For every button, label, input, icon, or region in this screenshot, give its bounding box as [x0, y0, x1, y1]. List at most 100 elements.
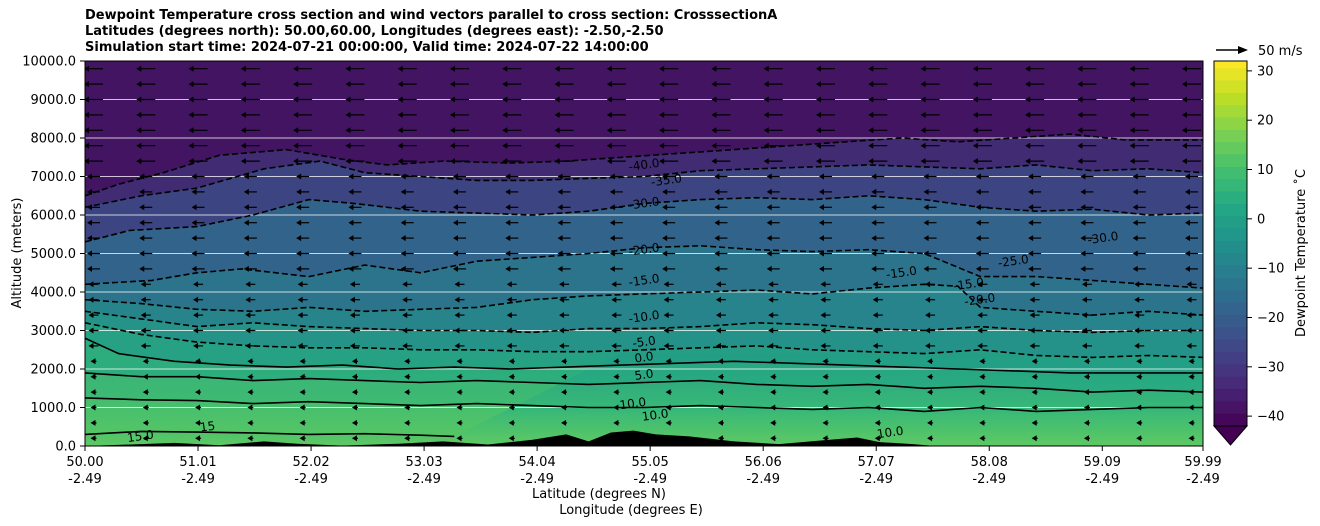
wind-arrowhead	[1025, 111, 1031, 118]
wind-arrowhead	[662, 173, 668, 180]
wind-arrowhead	[454, 342, 460, 349]
wind-arrowhead	[1029, 342, 1035, 349]
wind-arrowhead	[979, 373, 985, 380]
wind-arrowhead	[88, 281, 94, 288]
wind-arrowhead	[505, 204, 511, 211]
x-tick-label-lat: 58.08	[971, 455, 1008, 470]
y-tick-label: 10000.0	[22, 55, 76, 70]
wind-arrowhead	[1083, 389, 1089, 396]
wind-arrowhead	[348, 173, 354, 180]
wind-arrowhead	[763, 96, 769, 103]
wind-arrowhead	[1182, 65, 1187, 72]
wind-arrowhead	[1182, 158, 1187, 165]
wind-arrowhead	[927, 435, 933, 442]
wind-arrowhead	[613, 404, 619, 411]
wind-arrowhead	[456, 358, 462, 365]
contour-label: 0.0	[634, 349, 655, 366]
wind-arrowhead	[454, 327, 460, 334]
wind-arrowhead	[293, 111, 299, 118]
wind-arrowhead	[822, 404, 828, 411]
wind-arrowhead	[502, 111, 508, 118]
colorbar-band	[1214, 278, 1247, 291]
wind-arrowhead	[927, 373, 933, 380]
wind-arrowhead	[508, 404, 514, 411]
x-tick-label-lon: -2.49	[520, 472, 554, 487]
wind-arrowhead	[1083, 419, 1089, 426]
wind-arrowhead	[872, 312, 878, 319]
wind-arrowhead	[925, 281, 931, 288]
wind-arrowhead	[717, 419, 723, 426]
wind-arrowhead	[1132, 235, 1138, 242]
wind-arrowhead	[142, 358, 148, 365]
colorbar-band	[1214, 352, 1247, 365]
wind-arrowhead	[508, 358, 514, 365]
wind-arrowhead	[397, 65, 403, 72]
wind-arrowhead	[770, 373, 776, 380]
y-axis-label: Altitude (meters)	[10, 198, 25, 309]
wind-arrowhead	[404, 373, 410, 380]
wind-arrowhead	[715, 296, 721, 303]
wind-arrowhead	[245, 327, 251, 334]
wind-arrowhead	[1080, 188, 1086, 195]
wind-arrowhead	[348, 204, 354, 211]
wind-arrowhead	[559, 312, 565, 319]
wind-arrowhead	[1129, 111, 1135, 118]
wind-arrowhead	[822, 419, 828, 426]
wind-arrowhead	[820, 327, 826, 334]
wind-arrowhead	[400, 265, 406, 272]
wind-arrowhead	[662, 188, 668, 195]
wind-arrowhead	[554, 127, 560, 134]
contour-label: -15.0	[952, 275, 985, 293]
wind-arrowhead	[1031, 389, 1037, 396]
wind-arrowhead	[195, 404, 201, 411]
contour-labels: -40.0-35.0 -30.0 -20.0 -15.0 -10.0 -5.00.05.0…	[126, 156, 1119, 445]
wind-arrowhead	[659, 81, 665, 88]
wind-arrowhead	[450, 127, 455, 134]
wind-arrowhead	[1031, 358, 1037, 365]
wind-arrowhead	[404, 358, 410, 365]
contour-label: -30.0	[1086, 229, 1119, 247]
wind-arrowhead	[349, 281, 355, 288]
wind-arrowhead	[296, 265, 302, 272]
wind-arrowhead	[714, 250, 720, 257]
y-tick-label: 3000.0	[31, 324, 77, 339]
wind-arrowhead	[923, 204, 929, 211]
wind-arrowhead	[979, 435, 985, 442]
wind-arrowhead	[400, 250, 406, 257]
wind-arrowhead	[1025, 81, 1031, 88]
wind-arrowhead	[191, 188, 197, 195]
wind-arrowhead	[1129, 81, 1135, 88]
wind-arrowhead	[557, 204, 563, 211]
wind-arrowhead	[345, 81, 351, 88]
wind-arrowhead	[763, 111, 769, 118]
quiver-key-label: 50 m/s	[1258, 44, 1303, 59]
wind-arrowhead	[561, 404, 567, 411]
contour-line	[85, 372, 1203, 393]
wind-arrowhead	[1077, 96, 1083, 103]
colorbar: 30 20 10 0 −10 −20 −30 −40 Dewpoint Temperature…	[1212, 60, 1309, 446]
contour-label: -10.0	[628, 308, 661, 326]
wind-arrowhead	[402, 327, 408, 334]
wind-arrowhead	[606, 142, 612, 149]
wind-arrowhead	[874, 358, 880, 365]
wind-arrowhead	[868, 96, 874, 103]
x-tick-label-lon: -2.49	[633, 472, 667, 487]
wind-arrowhead	[502, 81, 508, 88]
wind-arrowhead	[136, 158, 142, 165]
wind-arrowhead	[871, 235, 877, 242]
wind-arrowhead	[404, 419, 410, 426]
wind-arrowhead	[714, 219, 720, 226]
wind-arrowhead	[920, 111, 926, 118]
x-tick-label-lat: 56.06	[745, 455, 782, 470]
wind-arrowhead	[871, 250, 877, 257]
wind-arrowhead	[1028, 188, 1034, 195]
x-tick-label-lon: -2.49	[407, 472, 441, 487]
wind-arrowhead	[606, 127, 612, 134]
wind-arrowhead	[819, 173, 824, 180]
wind-arrowhead	[299, 435, 305, 442]
wind-arrowhead	[711, 111, 717, 118]
wind-arrowhead	[659, 142, 665, 149]
wind-arrowhead	[874, 373, 880, 380]
contour-line	[85, 283, 1203, 316]
wind-arrowhead	[293, 65, 299, 72]
